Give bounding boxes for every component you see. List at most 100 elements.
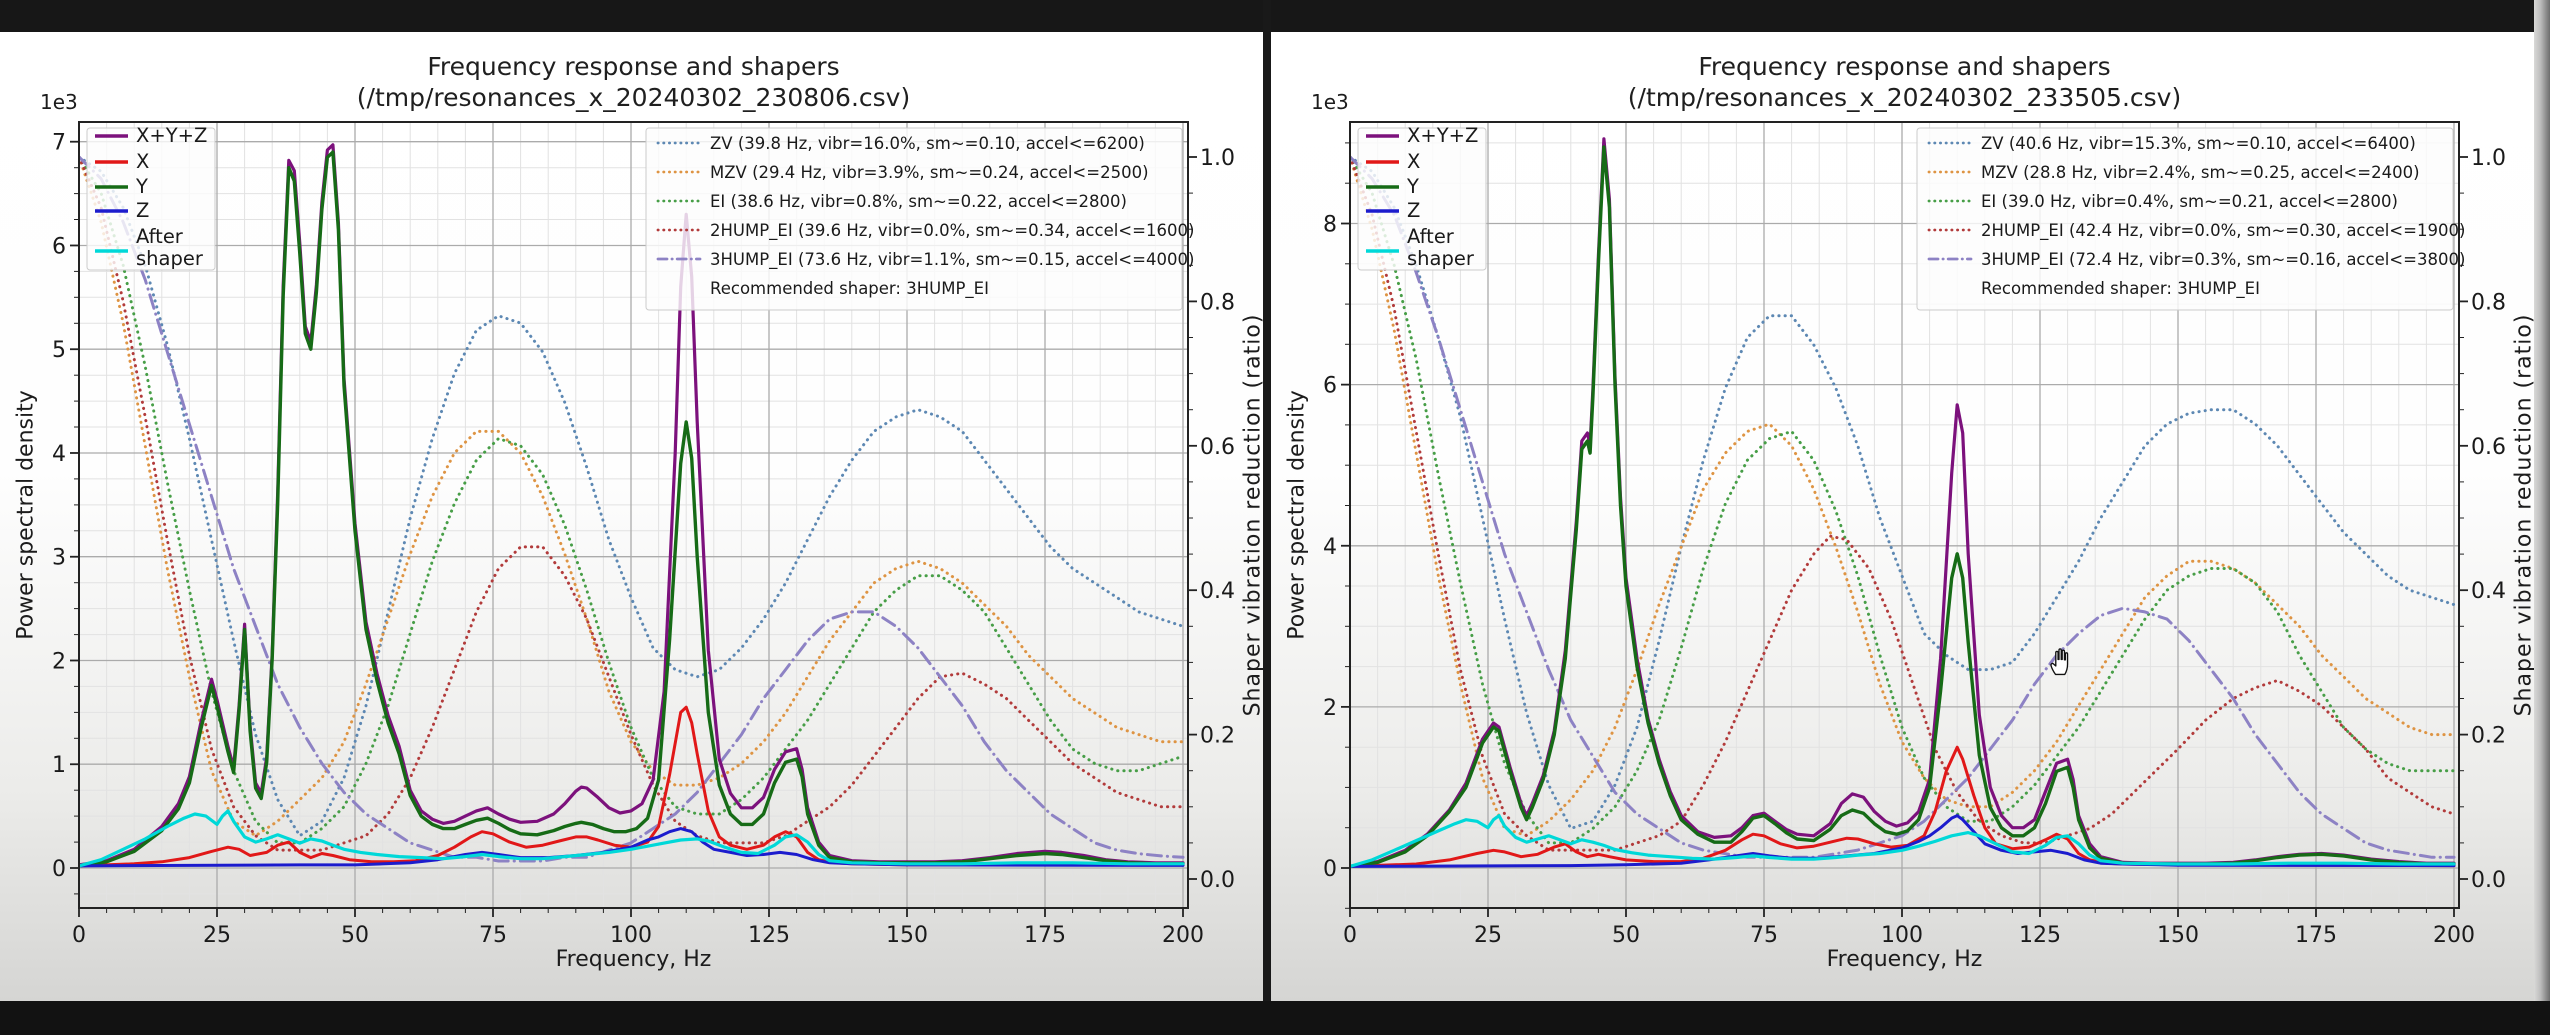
chart-title-filename: (/tmp/resonances_x_20240302_233505.csv) — [1627, 83, 2182, 112]
right-chart-canvas[interactable]: 0 25 50 75 100 125 150 175 200 0 2 4 6 8 0.0 0.2 0.4 0.6 0… — [1271, 32, 2534, 1001]
top-black-bar — [0, 0, 2550, 32]
axis-tick-labels: 0 25 50 75 100 125 150 175 200 0 1 2 3 4 5 6 7 0.0 0.2 0.4 0… — [52, 131, 1235, 948]
axis-minor-ticks — [1345, 142, 2464, 913]
axis-tick-labels: 0 25 50 75 100 125 150 175 200 0 2 4 6 8 0.0 0.2 0.4 0.6 0… — [1323, 146, 2506, 948]
tick-label: 4 — [52, 442, 66, 467]
tick-label: 3HUMP_EI (73.6 Hz, vibr=1.1%, sm~=0.15, … — [710, 250, 1194, 270]
tick-label: 0.6 — [2471, 435, 2506, 460]
tick-label: 5 — [52, 338, 66, 363]
tick-label: 2 — [52, 649, 66, 674]
series-After_shaper — [79, 809, 1185, 868]
y-axis-label: Power spectral density — [1284, 390, 1310, 640]
tick-label: 2HUMP_EI (42.4 Hz, vibr=0.0%, sm~=0.30, … — [1981, 221, 2465, 241]
series-EI — [1350, 155, 2456, 845]
series-2HUMP_EI — [1350, 155, 2456, 852]
tick-label: 0.0 — [2471, 868, 2506, 893]
window-divider — [1263, 0, 1271, 1035]
x-axis-label: Frequency, Hz — [1826, 947, 1983, 972]
right-y-axis-label: Shaper vibration reduction (ratio) — [2511, 313, 2537, 717]
resonance-window-left: 0 25 50 75 100 125 150 175 200 0 1 2 3 4 5 6 7 0.0 0.2 0.4 0… — [0, 32, 1266, 1001]
tick-label: 125 — [748, 923, 790, 948]
tick-label: 1.0 — [2471, 146, 2506, 171]
tick-label: 4 — [1323, 535, 1337, 560]
tick-label: 50 — [341, 923, 369, 948]
tick-label: Recommended shaper: 3HUMP_EI — [710, 279, 989, 299]
tick-label: 6 — [1323, 374, 1337, 399]
left-chart-canvas[interactable]: 0 25 50 75 100 125 150 175 200 0 1 2 3 4 5 6 7 0.0 0.2 0.4 0… — [0, 32, 1263, 1001]
tick-label: shaper — [1407, 247, 1475, 270]
axes-frame — [78, 121, 1189, 909]
series-Y — [1350, 145, 2456, 869]
series-3HUMP_EI — [79, 155, 1185, 863]
hand-cursor — [2046, 645, 2073, 677]
tick-label: Z — [1407, 199, 1420, 222]
tick-label: 100 — [610, 923, 652, 948]
axis-ticks — [1341, 156, 2468, 917]
tick-label: 50 — [1612, 923, 1640, 948]
tick-label: 3HUMP_EI (72.4 Hz, vibr=0.3%, sm~=0.16, … — [1981, 250, 2465, 270]
chart-title-line1: Frequency response and shapers — [1698, 52, 2111, 81]
series-layer — [1350, 137, 2456, 869]
tick-label: Y — [1406, 175, 1419, 198]
y-axis-offset-text: 1e3 — [1311, 90, 1349, 114]
tick-label: 150 — [2157, 923, 2199, 948]
series-Y — [79, 150, 1185, 868]
tick-label: 200 — [1162, 923, 1204, 948]
tick-label: 6 — [52, 234, 66, 259]
series-MZV — [79, 155, 1185, 838]
tick-label: 0.8 — [2471, 290, 2506, 315]
tick-label: X+Y+Z — [136, 124, 207, 147]
tick-label: 150 — [886, 923, 928, 948]
tick-label: ZV (40.6 Hz, vibr=15.3%, sm~=0.10, accel… — [1981, 134, 2416, 153]
series-X — [1350, 745, 2456, 868]
tick-label: X — [136, 150, 149, 173]
series-EI — [79, 155, 1185, 845]
open-hand-icon — [2050, 648, 2069, 676]
right-edge-strip — [2534, 0, 2550, 1035]
tick-label: 125 — [2019, 923, 2061, 948]
tick-label: ZV (39.8 Hz, vibr=16.0%, sm~=0.10, accel… — [710, 134, 1145, 153]
tick-label: shaper — [136, 247, 204, 270]
tick-label: MZV (29.4 Hz, vibr=3.9%, sm~=0.24, accel… — [710, 163, 1149, 182]
axis-ticks — [70, 140, 1197, 917]
tick-label: 0.8 — [1200, 290, 1235, 315]
tick-label: 75 — [1750, 923, 1778, 948]
tick-label: Y — [135, 175, 148, 198]
series-layer — [79, 143, 1185, 868]
tick-label: 0 — [72, 923, 86, 948]
x-axis-label: Frequency, Hz — [555, 947, 712, 972]
axis-minor-ticks — [74, 167, 1193, 913]
tick-label: EI (38.6 Hz, vibr=0.8%, sm~=0.22, accel<… — [710, 192, 1127, 211]
tick-label: 0.4 — [2471, 579, 2506, 604]
legend-shapers: ZV (39.8 Hz, vibr=16.0%, sm~=0.10, accel… — [645, 127, 1194, 311]
tick-label: X+Y+Z — [1407, 124, 1478, 147]
tick-label: 75 — [479, 923, 507, 948]
tick-label: 3 — [52, 546, 66, 571]
y-axis-label: Power spectral density — [13, 390, 39, 640]
tick-label: Z — [136, 199, 149, 222]
tick-label: 7 — [52, 131, 66, 156]
tick-label: 0.2 — [1200, 724, 1235, 749]
tick-label: 1.0 — [1200, 146, 1235, 171]
tick-label: MZV (28.8 Hz, vibr=2.4%, sm~=0.25, accel… — [1981, 163, 2420, 182]
chart-title-filename: (/tmp/resonances_x_20240302_230806.csv) — [356, 83, 911, 112]
tick-label: After — [136, 225, 184, 248]
tick-label: After — [1407, 225, 1455, 248]
tick-label: 8 — [1323, 213, 1337, 238]
resonance-window-right: 0 25 50 75 100 125 150 175 200 0 2 4 6 8 0.0 0.2 0.4 0.6 0… — [1271, 32, 2537, 1001]
series-X — [79, 705, 1185, 868]
y-axis-offset-text: 1e3 — [40, 90, 78, 114]
series-ZV — [1350, 155, 2456, 830]
tick-label: 0.4 — [1200, 579, 1235, 604]
tick-label: 2 — [1323, 696, 1337, 721]
tick-label: 1 — [52, 753, 66, 778]
chart-title-line1: Frequency response and shapers — [427, 52, 840, 81]
tick-label: 175 — [2295, 923, 2337, 948]
legend-shapers: ZV (40.6 Hz, vibr=15.3%, sm~=0.10, accel… — [1916, 127, 2465, 311]
series-Z — [79, 827, 1185, 868]
bottom-black-bar — [0, 1001, 2550, 1035]
right-y-axis-label: Shaper vibration reduction (ratio) — [1240, 313, 1266, 717]
grid-minor — [79, 122, 1188, 908]
